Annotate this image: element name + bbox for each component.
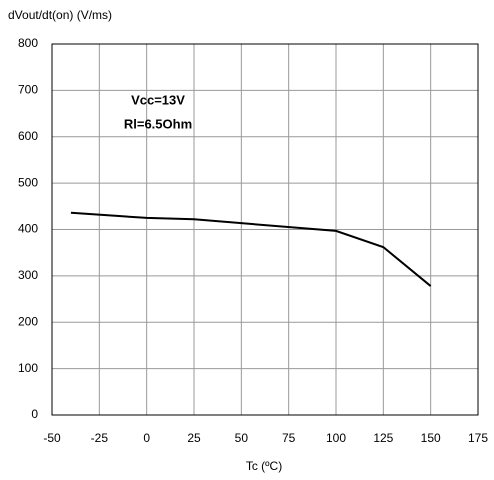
y-tick-label: 600 — [18, 129, 38, 143]
x-tick-label: -50 — [43, 431, 61, 445]
x-tick-label: 50 — [235, 431, 249, 445]
y-tick-label: 0 — [31, 407, 38, 421]
y-tick-label: 400 — [18, 222, 38, 236]
y-tick-label: 100 — [18, 361, 38, 375]
y-tick-label: 700 — [18, 83, 38, 97]
y-tick-label: 300 — [18, 268, 38, 282]
x-tick-label: 150 — [421, 431, 441, 445]
y-tick-label: 200 — [18, 314, 38, 328]
annotation: Vcc=13V — [131, 92, 185, 107]
x-tick-label: 100 — [326, 431, 346, 445]
y-axis-label: dVout/dt(on) (V/ms) — [8, 8, 112, 22]
line-series — [70, 211, 432, 287]
plot-frame — [51, 43, 479, 416]
x-tick-label: 25 — [187, 431, 201, 445]
x-tick-label: 175 — [468, 431, 488, 445]
x-axis-label: Tc (ºC) — [246, 459, 282, 473]
x-tick-label: 125 — [373, 431, 393, 445]
x-tick-label: 75 — [282, 431, 296, 445]
y-tick-label: 800 — [18, 36, 38, 50]
x-tick-label: 0 — [143, 431, 150, 445]
y-tick-label: 500 — [18, 175, 38, 189]
annotation: Rl=6.5Ohm — [124, 116, 192, 131]
x-tick-label: -25 — [91, 431, 109, 445]
